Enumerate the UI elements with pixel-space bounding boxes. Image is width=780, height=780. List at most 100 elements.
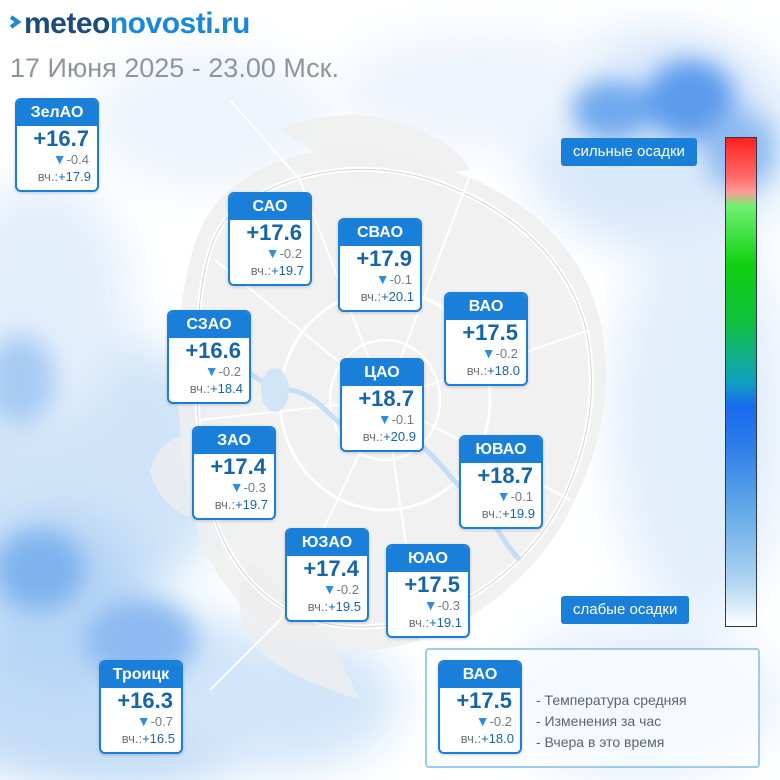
- district-name: СЗАО: [169, 312, 249, 338]
- legend-example-temperature: +17.5: [456, 688, 512, 713]
- district-yesterday: вч.:+17.9: [17, 168, 97, 185]
- arrow-logo-icon: [9, 6, 24, 42]
- logo-text-meteo: meteo: [24, 7, 110, 40]
- district-yesterday: вч.:+19.7: [230, 262, 310, 279]
- yesterday-label: вч.:: [460, 731, 482, 746]
- district-name: САО: [230, 194, 310, 220]
- yesterday-label: вч.:: [481, 506, 503, 521]
- district-change: ▼-0.4: [17, 151, 97, 168]
- district-change-value: -0.2: [218, 364, 241, 379]
- district-name: ЮВАО: [461, 437, 541, 463]
- district-card-vao: ВАО +17.5 ▼-0.2 вч.:+18.0: [444, 292, 528, 386]
- district-yesterday: вч.:+20.9: [342, 428, 422, 445]
- district-change-value: -0.3: [243, 480, 266, 495]
- district-temperature: +16.3: [117, 688, 173, 713]
- legend-descriptions: - Температура средняя - Изменения за час…: [536, 690, 687, 753]
- district-change: ▼-0.2: [169, 363, 249, 380]
- district-change-value: -0.2: [279, 246, 302, 261]
- district-change-value: -0.4: [66, 152, 89, 167]
- yesterday-label: вч.:: [307, 599, 329, 614]
- heavy-precipitation-label: сильные осадки: [561, 138, 697, 166]
- precipitation-scale-bar: [725, 137, 757, 627]
- district-card-sao: САО +17.6 ▼-0.2 вч.:+19.7: [228, 192, 312, 286]
- yesterday-label: вч.:: [362, 429, 384, 444]
- district-change: ▼-0.2: [446, 345, 526, 362]
- yesterday-label: вч.:: [121, 731, 143, 746]
- down-arrow-icon: ▼: [423, 597, 438, 613]
- district-temperature: +17.5: [404, 572, 460, 597]
- district-change: ▼-0.2: [287, 581, 367, 598]
- district-change: ▼-0.1: [342, 411, 422, 428]
- legend-line-temperature: - Температура средняя: [536, 692, 687, 708]
- district-change-value: -0.1: [391, 412, 414, 427]
- district-card-yuzao: ЮЗАО +17.4 ▼-0.2 вч.:+19.5: [285, 528, 369, 622]
- district-yesterday: вч.:+18.4: [169, 380, 249, 397]
- district-card-yuao: ЮАО +17.5 ▼-0.3 вч.:+19.1: [386, 544, 470, 638]
- legend-example-name: ВАО: [440, 662, 520, 688]
- yesterday-label: вч.:: [214, 497, 236, 512]
- district-name: СВАО: [340, 220, 420, 246]
- district-card-yuvao: ЮВАО +18.7 ▼-0.1 вч.:+19.9: [459, 435, 543, 529]
- yesterday-label: вч.:: [408, 615, 430, 630]
- yesterday-label: вч.:: [250, 263, 272, 278]
- yesterday-value: +18.4: [210, 381, 243, 396]
- district-yesterday: вч.:+16.5: [101, 730, 181, 747]
- page-subtitle: 17 Июня 2025 - 23.00 Мск.: [10, 53, 339, 83]
- yesterday-value: +19.7: [235, 497, 268, 512]
- site-logo[interactable]: meteonovosti.ru: [9, 6, 251, 42]
- district-yesterday: вч.:+20.1: [340, 288, 420, 305]
- down-arrow-icon: ▼: [136, 713, 151, 729]
- down-arrow-icon: ▼: [377, 411, 392, 427]
- yesterday-value: +20.9: [383, 429, 416, 444]
- district-name: Троицк: [101, 662, 181, 688]
- district-card-zelao: ЗелАО +16.7 ▼-0.4 вч.:+17.9: [15, 98, 99, 192]
- yesterday-value: +19.9: [502, 506, 535, 521]
- yesterday-value: +19.1: [429, 615, 462, 630]
- district-temperature: +17.5: [462, 320, 518, 345]
- yesterday-value: +19.5: [328, 599, 361, 614]
- district-yesterday: вч.:+19.9: [461, 505, 541, 522]
- district-card-svao: СВАО +17.9 ▼-0.1 вч.:+20.1: [338, 218, 422, 312]
- district-name: ЮАО: [388, 546, 468, 572]
- district-temperature: +17.4: [303, 556, 359, 581]
- district-change-value: -0.2: [336, 582, 359, 597]
- district-card-troitsk: Троицк +16.3 ▼-0.7 вч.:+16.5: [99, 660, 183, 754]
- district-temperature: +17.6: [246, 220, 302, 245]
- district-change-value: -0.1: [389, 272, 412, 287]
- district-change-value: -0.3: [437, 598, 460, 613]
- down-arrow-icon: ▼: [481, 345, 496, 361]
- yesterday-label: вч.:: [37, 169, 59, 184]
- yesterday-value: +20.1: [381, 289, 414, 304]
- yesterday-label: вч.:: [466, 363, 488, 378]
- district-change: ▼-0.1: [340, 271, 420, 288]
- district-temperature: +18.7: [358, 386, 414, 411]
- district-change: ▼-0.1: [461, 488, 541, 505]
- district-change: ▼-0.2: [230, 245, 310, 262]
- district-yesterday: вч.:+19.1: [388, 614, 468, 631]
- district-card-szao: СЗАО +16.6 ▼-0.2 вч.:+18.4: [167, 310, 251, 404]
- yesterday-value: +18.0: [487, 363, 520, 378]
- district-name: ВАО: [446, 294, 526, 320]
- district-yesterday: вч.:+19.5: [287, 598, 367, 615]
- district-change: ▼-0.3: [194, 479, 274, 496]
- district-temperature: +17.9: [356, 246, 412, 271]
- district-name: ЗелАО: [17, 100, 97, 126]
- yesterday-value: +16.5: [142, 731, 175, 746]
- light-precipitation-label: слабые осадки: [561, 596, 690, 624]
- legend-example-change: ▼-0.2: [440, 713, 520, 730]
- logo-text-novosti: novosti.ru: [109, 7, 251, 40]
- down-arrow-icon: ▼: [265, 245, 280, 261]
- district-name: ЦАО: [342, 360, 422, 386]
- legend-example-change-value: -0.2: [489, 714, 512, 729]
- yesterday-value: +18.0: [481, 731, 514, 746]
- district-yesterday: вч.:+18.0: [446, 362, 526, 379]
- district-yesterday: вч.:+19.7: [194, 496, 274, 513]
- down-arrow-icon: ▼: [475, 713, 490, 729]
- district-name: ЗАО: [194, 428, 274, 454]
- district-temperature: +17.4: [210, 454, 266, 479]
- yesterday-label: вч.:: [189, 381, 211, 396]
- down-arrow-icon: ▼: [204, 363, 219, 379]
- district-temperature: +18.7: [477, 463, 533, 488]
- district-name: ЮЗАО: [287, 530, 367, 556]
- down-arrow-icon: ▼: [496, 488, 511, 504]
